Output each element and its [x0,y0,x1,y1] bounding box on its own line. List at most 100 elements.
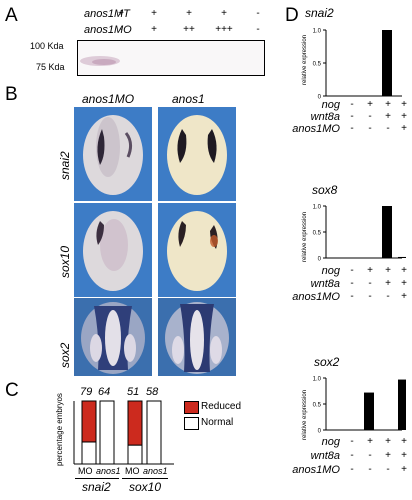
d-sign: + [385,265,391,276]
a-sign: - [256,24,260,35]
bar [382,206,392,258]
bar-reduced [81,400,97,443]
c-top-label: 79 [80,386,93,398]
d-sign: - [350,278,354,289]
legend-swatch-normal [184,417,199,430]
d-chart-title: sox2 [314,355,340,369]
bar [398,379,406,430]
d-sign: + [385,111,391,122]
embryo-image-sox2-mo [74,298,152,376]
y-tick-label: 1.0 [313,205,322,211]
y-tick-label: 0.5 [313,62,322,68]
embryo-image-sox10-anos1 [158,203,236,297]
c-top-label: 58 [146,386,159,398]
panel-c-letter: C [5,380,19,401]
d-sign: - [368,123,372,134]
panel-b-letter: B [5,84,18,105]
a-sign: + [118,8,124,19]
d-sign: - [350,265,354,276]
d-sign: - [386,123,390,134]
d-sign: + [401,99,407,110]
d-sign: + [401,291,407,302]
c-bar-label: MO [78,466,93,476]
bar-normal [81,441,97,465]
bar [364,392,374,430]
legend-swatch-reduced [184,401,199,414]
c-bar-label: MO [125,466,140,476]
c-group-label-snai2: snai2 [82,480,111,494]
d-sign: + [385,436,391,447]
a-sign: - [119,24,123,35]
y-tick-label: 1.0 [313,29,322,35]
y-tick-label: 0.5 [313,403,322,409]
embryo-image-snai2-anos1 [158,107,236,201]
d-sign: + [401,265,407,276]
d-row-label-nog: nog [321,436,340,448]
chart-sox8: 1.0 0.5 0 [313,205,406,263]
d-row-label-anos1mo: anos1MO [292,291,340,303]
d-sign: - [350,450,354,461]
b-row-label-snai2: snai2 [58,151,72,180]
mw-label-75: 75 Kda [36,62,65,72]
y-tick-label: 0.5 [313,231,322,237]
bar-normal [99,400,115,465]
c-top-label: 64 [98,386,111,398]
d-row-label-anos1mo: anos1MO [292,123,340,135]
y-tick-label: 0 [318,429,322,435]
d-sign: - [350,291,354,302]
chart-percentage-embryos [73,400,174,465]
d-sign: - [350,99,354,110]
d-sign: + [367,436,373,447]
western-blot [77,40,265,76]
d-row-label-wnt8a: wnt8a [310,111,340,123]
d-sign: + [401,278,407,289]
c-group-label-sox10: sox10 [129,480,162,494]
a-sign: + [151,8,157,19]
d-sign: - [368,464,372,475]
blot-band [80,56,120,66]
d-sign: + [401,111,407,122]
chart-sox2: 1.0 0.5 0 [313,377,406,435]
d-sign: + [401,450,407,461]
d-sign: - [368,111,372,122]
d-sign: - [368,278,372,289]
d-sign: - [386,464,390,475]
legend-label-reduced: Reduced [201,401,242,412]
b-col-label-mo: anos1MO [82,92,135,106]
d-sign: + [385,450,391,461]
panel-d-letter: D [285,5,299,26]
a-sign: + [151,24,157,35]
a-sign: +++ [215,24,233,35]
d-sign: - [386,291,390,302]
d-sign: + [367,265,373,276]
embryo-image-snai2-mo [74,107,152,201]
a-sign: + [221,8,227,19]
y-tick-label: 0 [318,95,322,101]
d-sign: + [401,436,407,447]
y-tick-label: 0 [318,257,322,263]
c-top-label: 51 [127,386,140,398]
d-sign: + [385,99,391,110]
b-col-label-anos1: anos1 [172,92,205,106]
d-row-label-nog: nog [321,99,340,111]
bar [398,256,406,258]
d-row-label-wnt8a: wnt8a [310,278,340,290]
panel-a-row1-label: anos1MT [84,8,130,20]
bar-normal [127,444,143,465]
bar [382,30,392,96]
d-sign: + [401,464,407,475]
c-group-line [75,478,119,479]
b-row-label-sox10: sox10 [58,245,72,278]
d-sign: - [350,111,354,122]
d-row-label-wnt8a: wnt8a [310,450,340,462]
mw-label-100: 100 Kda [30,41,64,51]
d-sign: - [350,123,354,134]
d-sign: - [350,464,354,475]
a-sign: + [186,8,192,19]
c-group-line [122,478,168,479]
d-row-label-anos1mo: anos1MO [292,464,340,476]
d-sign: + [385,278,391,289]
panel-a-letter: A [5,5,18,26]
d-sign: - [368,450,372,461]
d-chart-title: snai2 [305,6,334,20]
